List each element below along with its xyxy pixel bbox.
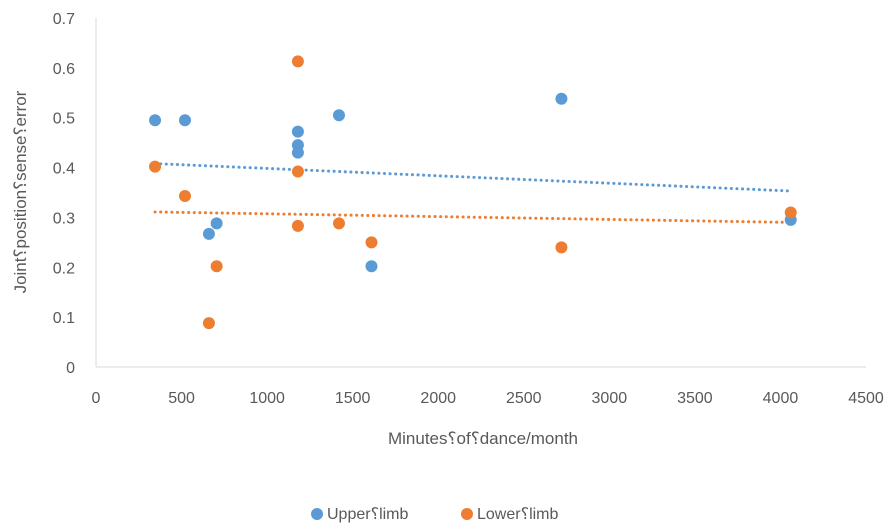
data-point-series-0 <box>332 109 345 122</box>
x-tick-label: 1000 <box>249 390 285 407</box>
data-point-series-0 <box>210 217 223 230</box>
legend-marker-series-1 <box>461 508 473 520</box>
data-point-series-1 <box>784 206 797 219</box>
x-tick-label: 3500 <box>677 390 713 407</box>
x-tick-label: 0 <box>92 390 101 407</box>
data-point-series-1 <box>178 189 191 202</box>
data-point-series-0 <box>365 260 378 273</box>
data-point-series-1 <box>291 55 304 68</box>
y-tick-label: 0.7 <box>53 11 75 28</box>
data-point-series-1 <box>365 236 378 249</box>
y-tick-label: 0.4 <box>53 161 75 178</box>
data-point-series-1 <box>210 260 223 273</box>
x-axis-title: Minutes⸮of⸮dance/month <box>388 429 578 448</box>
data-point-series-1 <box>202 317 215 330</box>
legend-label: Upper⸮limb <box>327 506 409 523</box>
data-point-series-0 <box>202 227 215 240</box>
y-tick-labels: 0 0.1 0.2 0.3 0.4 0.5 0.6 0.7 <box>53 11 75 377</box>
x-tick-label: 4000 <box>763 390 799 407</box>
legend-label: Lower⸮limb <box>477 506 559 523</box>
y-tick-label: 0.2 <box>53 260 75 277</box>
legend-marker-series-0 <box>311 508 323 520</box>
data-point-series-0 <box>149 114 162 127</box>
y-tick-label: 0.1 <box>53 310 75 327</box>
plot-area <box>95 18 866 368</box>
y-tick-label: 0.5 <box>53 111 75 128</box>
data-point-series-1 <box>291 219 304 232</box>
data-point-series-0 <box>178 114 191 127</box>
y-tick-label: 0 <box>66 360 75 377</box>
x-tick-label: 3000 <box>592 390 628 407</box>
x-tick-label: 1500 <box>335 390 371 407</box>
y-tick-label: 0.3 <box>53 210 75 227</box>
data-point-series-1 <box>291 165 304 178</box>
legend: Upper⸮limb Lower⸮limb <box>311 506 559 523</box>
data-point-series-0 <box>291 146 304 159</box>
y-tick-label: 0.6 <box>53 61 75 78</box>
x-tick-label: 2000 <box>420 390 456 407</box>
x-tick-label: 4500 <box>848 390 884 407</box>
y-axis-title: Joint⸮position⸮sense⸮error <box>11 90 30 293</box>
x-tick-labels: 0 500 1000 1500 2000 2500 3000 3500 4000 4500 <box>92 390 884 407</box>
data-point-series-1 <box>555 241 568 254</box>
data-points <box>149 55 797 330</box>
data-point-series-1 <box>332 217 345 230</box>
trendline-series-0 <box>153 162 793 193</box>
x-tick-label: 2500 <box>506 390 542 407</box>
x-tick-label: 500 <box>168 390 195 407</box>
data-point-series-0 <box>555 92 568 105</box>
data-point-series-1 <box>149 160 162 173</box>
trendline-series-1 <box>153 210 793 224</box>
trendlines <box>153 162 793 224</box>
data-point-series-0 <box>291 125 304 138</box>
